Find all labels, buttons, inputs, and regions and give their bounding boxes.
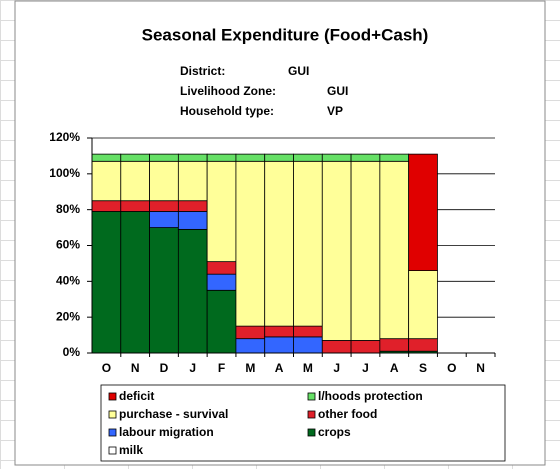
y-tick-label: 100% <box>49 166 80 180</box>
info-value: VP <box>327 104 343 118</box>
x-tick-label: D <box>160 361 169 375</box>
legend-label: purchase - survival <box>119 407 228 421</box>
y-tick-label: 20% <box>56 309 80 323</box>
bar-segment <box>379 160 410 340</box>
bar-segment <box>379 338 410 352</box>
bar-segment <box>206 273 237 291</box>
legend-label: other food <box>318 407 377 421</box>
legend-swatch <box>108 428 117 437</box>
legend-label: milk <box>119 443 143 457</box>
bar-segment <box>264 336 294 354</box>
bar-segment <box>321 160 352 341</box>
bar-segment <box>350 340 381 354</box>
x-tick-label: M <box>245 361 255 375</box>
bar-segment <box>91 211 122 354</box>
bar-segment <box>91 153 122 162</box>
bar-segment <box>293 336 323 354</box>
bar-segment <box>350 153 381 162</box>
x-tick-label: N <box>131 361 140 375</box>
bar-segment <box>350 160 381 341</box>
bar-segment <box>206 289 237 354</box>
legend-swatch <box>307 392 316 401</box>
y-tick-label: 60% <box>56 238 80 252</box>
bar-segment <box>264 153 294 162</box>
legend-label: crops <box>318 425 351 439</box>
y-tick-label: 0% <box>63 345 81 359</box>
x-tick-label: A <box>390 361 399 375</box>
x-tick-label: A <box>275 361 284 375</box>
chart-title: Seasonal Expenditure (Food+Cash) <box>142 25 429 44</box>
bar-segment <box>293 153 323 162</box>
legend-box <box>100 384 506 462</box>
bar-segment <box>149 211 179 228</box>
bar-segment <box>408 270 438 340</box>
bar-segment <box>293 325 323 338</box>
x-tick-label: J <box>362 361 369 375</box>
y-tick-label: 80% <box>56 202 80 216</box>
legend-swatch <box>108 392 117 401</box>
bar-segment <box>149 160 179 202</box>
bar-segment <box>149 227 179 354</box>
legend-label: deficit <box>119 389 154 403</box>
y-tick-label: 120% <box>49 130 80 144</box>
info-label: Household type: <box>180 104 274 118</box>
x-tick-label: F <box>218 361 225 375</box>
x-tick-label: M <box>303 361 313 375</box>
legend-swatch <box>307 428 316 437</box>
bar-segment <box>264 160 294 327</box>
x-tick-label: O <box>102 361 111 375</box>
info-label: District: <box>180 64 225 78</box>
info-value: GUI <box>327 84 348 98</box>
bar-segment <box>120 211 150 354</box>
x-tick-label: O <box>447 361 456 375</box>
bar-segment <box>235 338 266 354</box>
bar-segment <box>235 160 266 327</box>
bar-segment <box>177 200 208 212</box>
bar-segment <box>91 160 122 202</box>
legend-swatch <box>108 446 117 455</box>
x-tick-label: J <box>333 361 340 375</box>
y-tick-label: 40% <box>56 274 80 288</box>
bar-segment <box>235 325 266 340</box>
bar-segment <box>177 211 208 230</box>
legend-swatch <box>108 410 117 419</box>
bar-segment <box>321 153 352 162</box>
bar-segment <box>206 160 237 263</box>
bar-segment <box>177 160 208 202</box>
info-label: Livelihood Zone: <box>180 84 276 98</box>
bar-segment <box>293 160 323 327</box>
bar-segment <box>379 153 410 162</box>
x-tick-label: N <box>476 361 485 375</box>
bar-segment <box>408 153 438 271</box>
bar-segment <box>177 153 208 162</box>
bar-segment <box>206 261 237 275</box>
x-tick-label: J <box>189 361 196 375</box>
bar-segment <box>149 153 179 162</box>
bar-segment <box>235 153 266 162</box>
bar-segment <box>206 153 237 162</box>
bar-segment <box>120 200 150 212</box>
info-value: GUI <box>288 64 309 78</box>
bar-segment <box>264 325 294 338</box>
bar-segment <box>149 200 179 212</box>
legend-swatch <box>307 410 316 419</box>
bar-segment <box>120 153 150 162</box>
x-tick-label: S <box>419 361 427 375</box>
bar-segment <box>321 340 352 354</box>
bar-segment <box>91 200 122 212</box>
legend-label: l/hoods protection <box>318 389 423 403</box>
bar-segment <box>177 228 208 354</box>
legend-label: labour migration <box>119 425 214 439</box>
bar-segment <box>120 160 150 202</box>
bar-segment <box>408 338 438 352</box>
